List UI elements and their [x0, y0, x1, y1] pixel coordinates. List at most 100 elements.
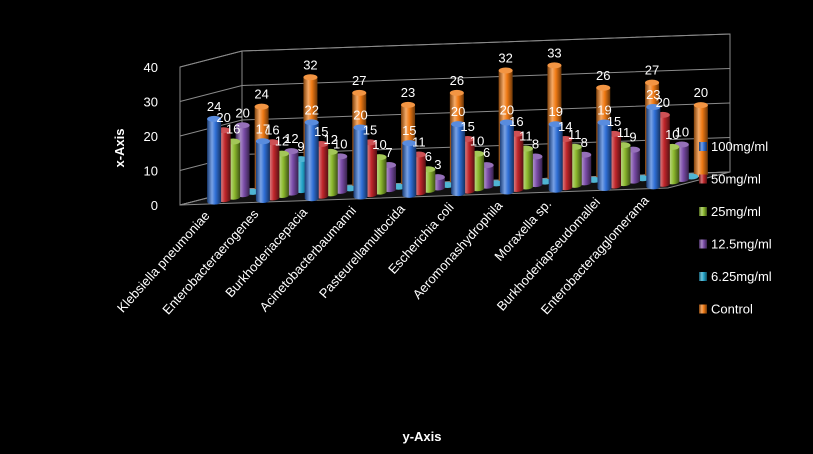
bar-top: [499, 119, 514, 126]
data-label: 10: [372, 137, 386, 152]
category-label: Burkhoderiacepacia: [222, 204, 311, 300]
bar-top: [547, 62, 562, 69]
y-tick-label: 0: [151, 198, 158, 213]
gridline: [179, 102, 731, 137]
data-label: 17: [256, 121, 270, 136]
bar-top: [402, 140, 417, 147]
data-label: 8: [532, 136, 539, 151]
legend-swatch: [699, 304, 707, 314]
data-label: 16: [265, 122, 279, 137]
data-label: 26: [596, 68, 610, 83]
bar-top: [207, 115, 222, 122]
bar-body: [207, 118, 222, 205]
bar-top: [596, 84, 611, 91]
bar: [499, 119, 514, 195]
legend-swatch: [699, 239, 707, 249]
data-label: 15: [363, 122, 377, 137]
data-label: 24: [254, 87, 268, 102]
legend-swatch: [699, 207, 707, 216]
legend-label: 50mg/ml: [711, 172, 761, 187]
legend-swatch: [699, 142, 707, 151]
data-label: 7: [385, 145, 392, 160]
legend-label: 25mg/ml: [711, 204, 761, 219]
legend-item: 50mg/ml: [699, 172, 761, 187]
legend-item: 25mg/ml: [699, 204, 761, 219]
data-label: 6: [425, 149, 432, 164]
bar-body: [646, 106, 661, 190]
bar-top: [646, 103, 661, 110]
bar: [402, 140, 417, 198]
legend-label: Control: [711, 302, 753, 317]
bar-body: [451, 124, 466, 197]
data-label: 10: [470, 134, 484, 149]
bar: [304, 119, 319, 202]
data-label: 10: [665, 127, 679, 142]
bar: [353, 124, 368, 200]
data-label: 10: [333, 136, 347, 151]
bar-body: [499, 122, 514, 195]
bar: [646, 103, 661, 190]
data-label: 27: [352, 73, 366, 88]
bar-top: [235, 122, 250, 129]
data-label: 15: [460, 119, 474, 134]
category-label: Pasteurellamultocida: [316, 201, 408, 301]
bar-top: [254, 103, 269, 110]
data-label: 20: [235, 105, 249, 120]
bar-top: [548, 121, 563, 128]
bar: [207, 115, 222, 205]
data-label: 9: [629, 130, 636, 145]
gridline: [179, 68, 731, 102]
data-label: 23: [401, 85, 415, 100]
legend-label: 12.5mg/ml: [711, 237, 772, 252]
y-tick-label: 30: [144, 95, 158, 110]
data-label: 11: [568, 127, 582, 142]
data-label: 20: [500, 102, 514, 117]
data-label: 11: [519, 129, 533, 144]
data-label: 24: [207, 99, 221, 114]
data-label: 32: [498, 50, 512, 65]
data-label: 27: [645, 63, 659, 78]
bar-top: [401, 101, 416, 108]
bar-body: [304, 122, 319, 202]
legend-label: 100mg/ml: [711, 139, 768, 154]
bar: [548, 121, 563, 193]
bar-top: [597, 119, 612, 126]
bar-top: [451, 121, 466, 128]
y-tick-label: 40: [144, 60, 158, 75]
bar-top: [303, 74, 318, 81]
legend: 100mg/ml 50mg/ml 25mg/ml 12.5mg/ml 6.25mg/ml…: [699, 139, 772, 317]
legend-item: Control: [699, 302, 753, 317]
y-tick-label: 20: [144, 129, 158, 144]
data-label: 16: [509, 114, 523, 129]
data-label: 9: [297, 139, 304, 154]
data-label: 20: [656, 95, 670, 110]
data-label: 20: [451, 104, 465, 119]
data-label: 19: [548, 104, 562, 119]
x-axis-title: y-Axis: [402, 429, 441, 444]
data-label: 20: [353, 108, 367, 123]
data-label: 15: [402, 123, 416, 138]
data-label: 22: [304, 102, 318, 117]
legend-swatch: [699, 272, 707, 281]
data-label: 26: [450, 73, 464, 88]
data-label: 14: [558, 119, 572, 134]
bar-top: [645, 79, 660, 86]
data-label: 12: [323, 132, 337, 147]
bar: [693, 102, 708, 178]
data-label: 20: [694, 85, 708, 100]
gridline: [179, 33, 731, 68]
legend-item: 6.25mg/ml: [699, 269, 772, 284]
bar-body: [597, 122, 612, 192]
category-label: Enterobacteraerogenes: [159, 206, 261, 317]
bar-top: [353, 124, 368, 131]
y-axis-title: x-Axis: [112, 128, 127, 167]
chart-bars: [207, 62, 708, 205]
legend-label: 6.25mg/ml: [711, 269, 772, 284]
data-label: 23: [646, 87, 660, 102]
bar-body: [548, 124, 563, 193]
legend-item: 12.5mg/ml: [699, 237, 772, 252]
y-tick-labels: 0 10 20 30 40: [144, 60, 158, 213]
